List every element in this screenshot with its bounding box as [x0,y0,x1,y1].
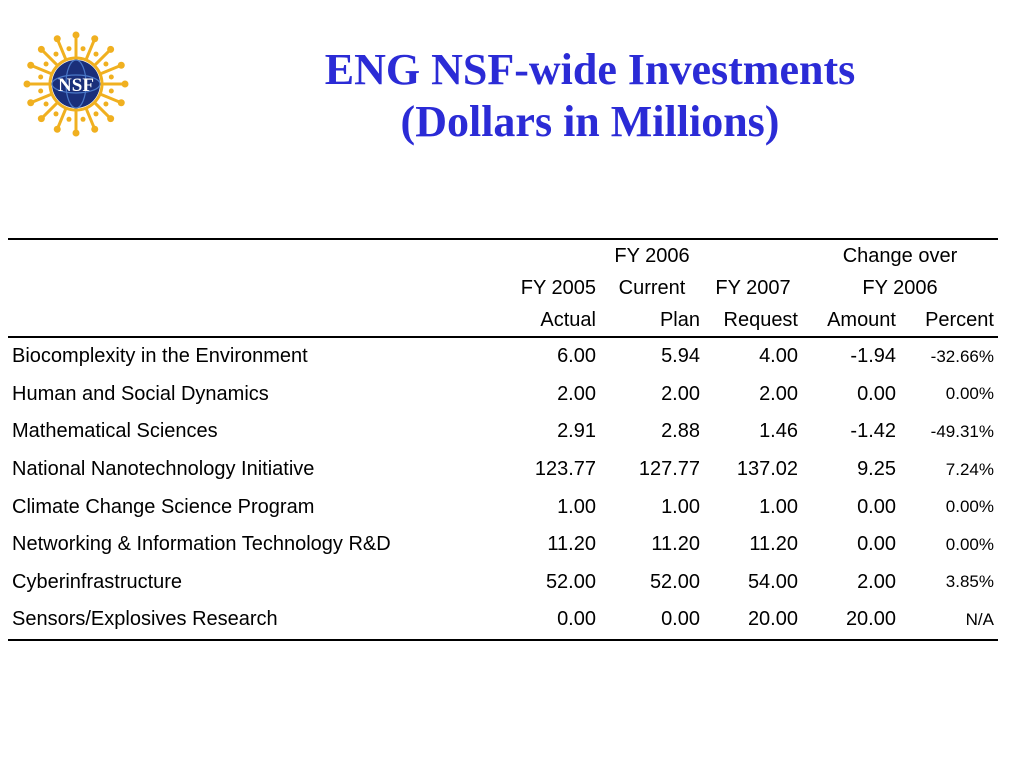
cell-fy2007: 20.00 [704,601,802,641]
nsf-seal-icon: NSF [23,31,129,137]
cell-fy2007: 1.46 [759,420,798,443]
header-change-fy2006: FY 2006 [862,276,938,299]
row-name: Networking & Information Technology R&D [12,533,391,556]
table-row: Sensors/Explosives Research 0.00 0.00 20… [8,601,998,641]
cell-amount: 20.00 [802,601,900,641]
cell-fy2007: 137.02 [736,458,798,481]
cell-amount: 0.00 [857,382,896,405]
table-row: Climate Change Science Program 1.00 1.00… [8,488,998,526]
cell-percent: 3.85% [945,572,994,592]
table-row: Biocomplexity in the Environment 6.00 5.… [8,337,998,376]
table-row: Mathematical Sciences 2.91 2.88 1.46 -1.… [8,413,998,451]
row-name: Biocomplexity in the Environment [12,345,308,368]
header-amount: Amount [802,304,900,338]
cell-amount: 9.25 [857,458,896,481]
cell-fy2006: 11.20 [651,533,700,556]
cell-percent: 0.00% [945,497,994,517]
cell-fy2005: 123.77 [534,458,596,481]
cell-percent: -32.66% [930,346,994,366]
cell-percent: 0.00% [945,384,994,404]
row-name: Mathematical Sciences [12,420,218,443]
cell-fy2007: 1.00 [759,495,798,518]
header-change-over: Change over [802,238,998,272]
cell-amount: -1.94 [850,345,896,368]
row-name: Sensors/Explosives Research [8,601,504,641]
table-row: National Nanotechnology Initiative 123.7… [8,451,998,489]
header-request: Request [704,304,802,338]
cell-fy2007: 54.00 [747,570,798,593]
title-line-1: ENG NSF-wide Investments [324,45,856,94]
cell-percent: 0.00% [945,534,994,554]
cell-fy2006: 52.00 [649,570,700,593]
page-title: ENG NSF-wide Investments (Dollars in Mil… [180,44,1000,148]
cell-fy2005: 11.20 [547,533,596,556]
cell-percent: N/A [900,601,998,641]
logo-text: NSF [58,75,94,96]
cell-amount: 0.00 [857,495,896,518]
cell-fy2005: 52.00 [545,570,596,593]
cell-fy2005: 1.00 [557,495,596,518]
title-line-2: (Dollars in Millions) [400,97,780,146]
cell-fy2005: 0.00 [504,601,600,641]
cell-amount: -1.42 [850,420,896,443]
header-fy2006: FY 2006 [600,238,704,272]
header-row-2: FY 2005 Current FY 2007 FY 2006 [8,272,998,304]
cell-fy2005: 6.00 [557,345,596,368]
cell-fy2006: 2.00 [661,382,700,405]
cell-fy2007: 2.00 [759,382,798,405]
table-row: Networking & Information Technology R&D … [8,526,998,564]
nsf-logo: NSF [22,30,130,138]
cell-amount: 0.00 [857,533,896,556]
cell-fy2005: 2.00 [557,382,596,405]
cell-percent: 7.24% [945,459,994,479]
cell-percent: -49.31% [930,421,994,441]
header-current: Current [618,276,686,299]
header-actual: Actual [504,304,600,338]
cell-fy2006: 127.77 [638,458,700,481]
header-row-3: Actual Plan Request Amount Percent [8,304,998,338]
table-row: Human and Social Dynamics 2.00 2.00 2.00… [8,376,998,414]
row-name: Climate Change Science Program [12,495,315,518]
header-plan: Plan [600,304,704,338]
cell-fy2006: 1.00 [661,495,700,518]
cell-fy2007: 4.00 [759,345,798,368]
cell-fy2006: 0.00 [600,601,704,641]
investments-table: FY 2006 Change over FY 2005 Current FY 2… [8,238,998,641]
cell-amount: 2.00 [857,570,896,593]
header-row-1: FY 2006 Change over [8,238,998,272]
row-name: National Nanotechnology Initiative [12,458,315,481]
cell-fy2006: 2.88 [661,420,700,443]
table-row: Cyberinfrastructure 52.00 52.00 54.00 2.… [8,564,998,602]
header-fy2005: FY 2005 [520,276,596,299]
cell-fy2006: 5.94 [661,345,700,368]
row-name: Human and Social Dynamics [12,382,269,405]
header-percent: Percent [900,304,998,338]
row-name: Cyberinfrastructure [12,570,183,593]
header-fy2007: FY 2007 [715,276,791,299]
cell-fy2005: 2.91 [557,420,596,443]
cell-fy2007: 11.20 [749,533,798,556]
